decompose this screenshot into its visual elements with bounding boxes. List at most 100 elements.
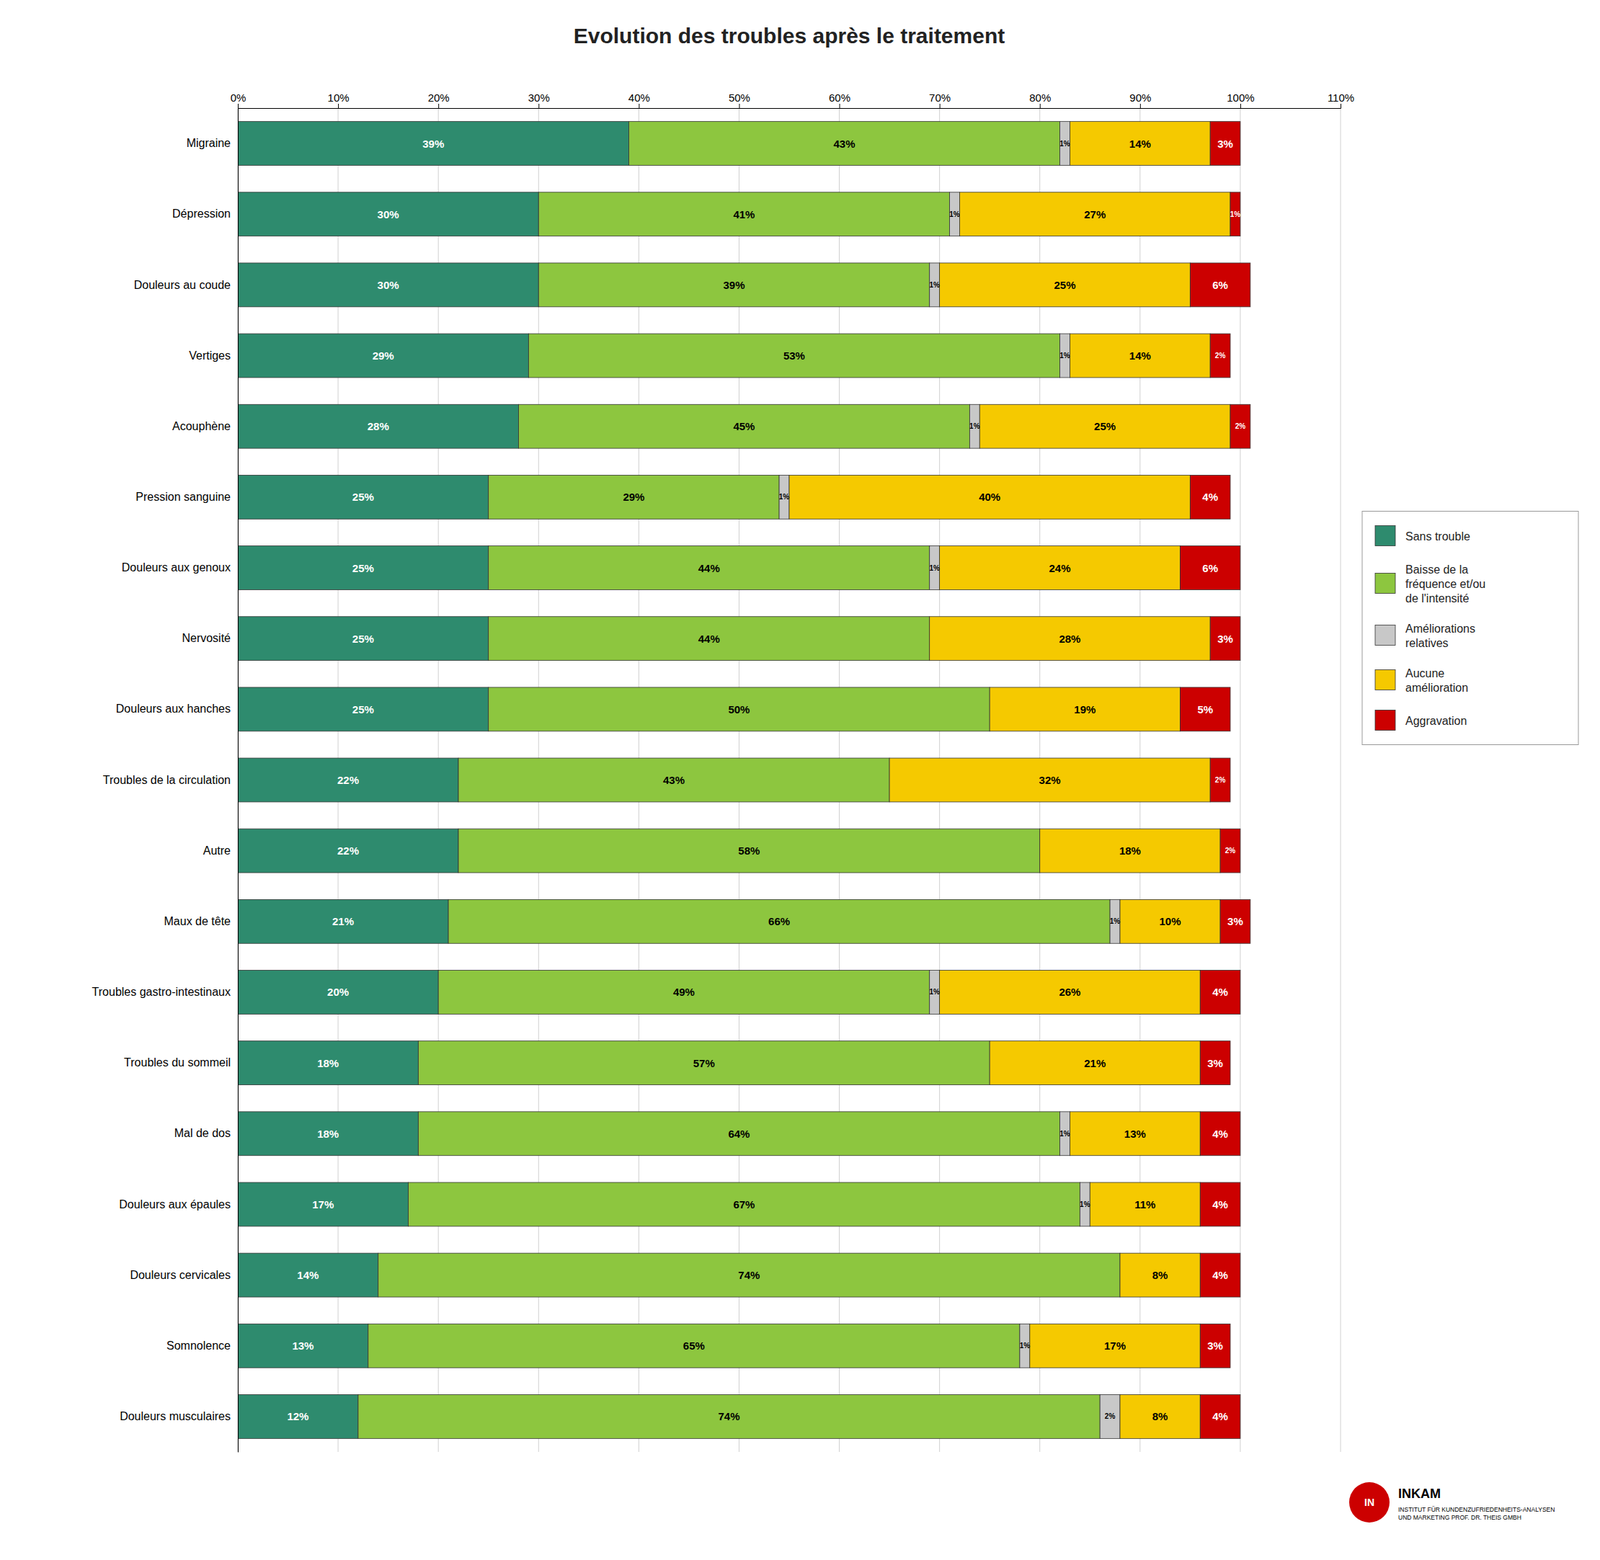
bar-segment [407,1182,1080,1227]
tick-label: 40% [628,91,651,104]
data-label: 74% [738,1269,760,1282]
bar-segment [528,333,1060,378]
legend-swatch [1375,670,1396,691]
data-label: 4% [1212,1198,1229,1211]
bar-segment [237,1112,419,1157]
data-label: 53% [783,349,806,362]
bar-segment [1040,828,1221,873]
data-label: 1% [929,281,940,290]
tick: Douleurs musculaires [119,1410,231,1423]
bar-segment [237,758,459,803]
legend-label: Améliorationsrelatives [1405,621,1476,649]
tick-label: Maux de tête [164,915,232,928]
bar-segment [1210,758,1231,803]
tick-mark [338,103,339,109]
data-label: 1% [1019,1341,1031,1350]
bar-segment [1210,616,1241,661]
data-label: 25% [352,703,375,716]
data-label: 1% [1109,917,1121,926]
legend-swatch [1375,710,1396,731]
legend-swatch [1375,573,1396,594]
data-label: 25% [352,562,375,575]
bar-segment [538,192,950,237]
data-labels: 39%30%30%29%28%25%25%25%25%22%22%21%20%1… [286,137,1246,1424]
data-label: 43% [833,137,855,150]
data-label: 14% [296,1269,319,1282]
bar-segment [237,333,529,378]
tick-label: 60% [828,91,851,104]
bar-segment [939,970,1201,1015]
tick-label: 80% [1029,91,1051,104]
tick-label: Douleurs aux épaules [118,1198,231,1211]
tick: Somnolence [166,1339,231,1353]
data-label: 11% [1134,1198,1156,1211]
bar-segment [929,970,940,1015]
tick: 30% [528,91,550,109]
data-label: 4% [1202,490,1219,504]
tick: Troubles de la circulation [103,774,231,787]
legend-label: Sans trouble [1405,529,1471,542]
bar-segment [989,1041,1200,1086]
tick: Dépression [172,207,231,220]
bar-segment [1220,828,1241,873]
tick: Troubles gastro-intestinaux [92,985,231,999]
data-label: 43% [663,774,685,787]
grid-line [1340,108,1342,1453]
bar-segment [889,758,1211,803]
bar-segment [488,474,780,519]
data-label: 32% [1039,774,1061,787]
data-label: 41% [732,208,755,221]
data-label: 21% [1083,1057,1106,1070]
bar-segment [1089,1182,1200,1227]
bar-segment [1200,970,1241,1015]
bar-segment [237,474,489,519]
bar-segment [237,121,629,166]
tick-label: 50% [728,91,751,104]
tick: Migraine [186,136,231,150]
bar-segment [1200,1253,1241,1298]
data-label: 67% [732,1198,755,1211]
tick: 60% [828,91,851,109]
data-label: 65% [683,1339,705,1353]
bar-segment [237,899,449,944]
data-label: 3% [1227,915,1244,928]
bar-segment [378,1253,1120,1298]
data-label: 30% [377,278,400,292]
bar-segment [1109,899,1120,944]
tick: Douleurs aux genoux [121,561,231,574]
annotation: INSTITUT FÜR KUNDENZUFRIEDENHEITS-ANALYS… [1398,1506,1555,1522]
series [789,121,1231,1440]
bar-segment [1179,546,1240,591]
tick: Autre [203,844,231,857]
bar-segment [1069,1112,1200,1157]
text-line: Aggravation [1405,714,1467,727]
data-label: 44% [698,632,720,646]
bar-segment [237,1182,408,1227]
text-line: Améliorations [1405,621,1476,635]
text-line: Aucune [1405,666,1445,679]
tick: Douleurs au coude [134,278,231,292]
data-label: 19% [1073,703,1096,716]
text-line: Sans trouble [1405,529,1471,542]
data-label: 28% [367,420,390,433]
legend-label: Baisse de lafréquence et/oude l'intensit… [1405,562,1486,604]
axis-line [238,103,1342,109]
tick-label: Vertiges [188,349,231,362]
data-label: 57% [693,1057,715,1070]
bar-segment [1029,1323,1200,1368]
data-label: 1% [1230,210,1242,219]
plot: 0%10%20%30%40%50%60%70%80%90%100%110%Mig… [92,91,1355,1453]
tick: Vertiges [188,349,231,362]
data-label: 10% [1159,915,1182,928]
data-label: 22% [337,844,359,857]
bar-segment [1200,1182,1241,1227]
tick: 70% [929,91,951,109]
tick: 0% [230,91,247,109]
data-label: 14% [1129,137,1151,150]
tick-label: 100% [1226,91,1255,104]
data-label: 26% [1058,985,1081,999]
tick-label: Troubles gastro-intestinaux [92,985,231,999]
bar-segment [1189,474,1231,519]
bar-segment [1120,1253,1200,1298]
logo-circle [1349,1482,1390,1523]
